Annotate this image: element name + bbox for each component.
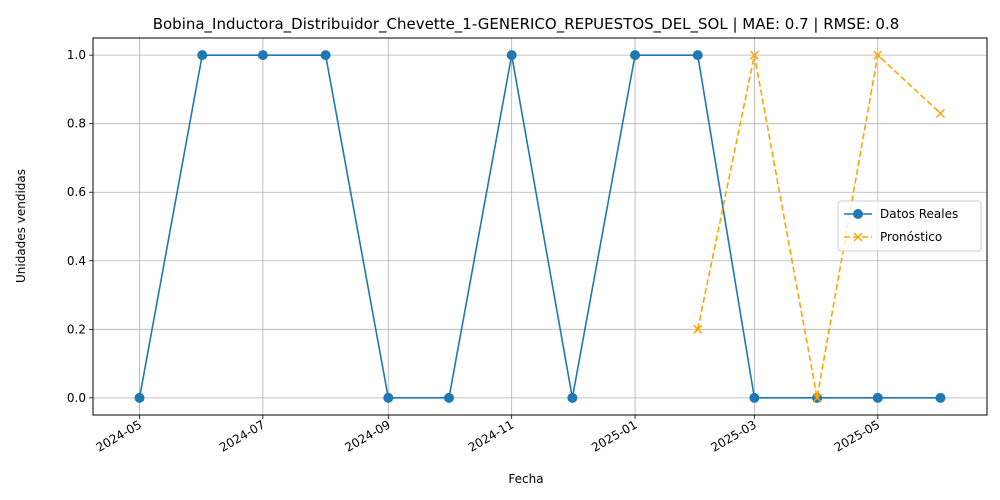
data-point (693, 324, 703, 334)
data-point (873, 50, 883, 60)
series-line (138, 54, 941, 399)
data-point (935, 392, 946, 403)
legend-label: Pronóstico (880, 230, 942, 244)
x-marker-stroke (853, 232, 863, 242)
data-point (134, 392, 145, 403)
x-marker-stroke (749, 50, 759, 60)
y-tick-label: 0.8 (67, 117, 86, 131)
x-marker-stroke (812, 393, 822, 403)
data-point (197, 50, 208, 61)
x-marker-stroke (935, 108, 946, 118)
data-point (320, 50, 331, 61)
data-point (935, 108, 946, 118)
legend: Datos Reales Pronóstico (837, 200, 982, 252)
data-point (872, 392, 883, 403)
data-point (567, 392, 578, 403)
y-tick-label: 0.6 (67, 185, 86, 199)
series-line (696, 53, 942, 399)
data-point (749, 392, 760, 403)
data-point (853, 232, 863, 242)
chart-title: Bobina_Inductora_Distribuidor_Chevette_1… (153, 15, 900, 34)
y-tick-label: 0.4 (67, 254, 86, 268)
x-marker-stroke (873, 50, 883, 60)
x-marker-stroke (693, 324, 703, 334)
y-tick-label: 0.0 (67, 391, 86, 405)
data-point (749, 50, 759, 60)
x-axis-label: Fecha (508, 472, 543, 486)
data-point (506, 50, 517, 61)
y-axis-label: Unidades vendidas (14, 169, 28, 283)
data-point (692, 50, 703, 61)
y-tick-label: 0.2 (67, 322, 86, 336)
plot-frame (92, 37, 988, 416)
y-tick-label: 1.0 (67, 48, 86, 62)
data-point (630, 50, 641, 61)
legend-box (837, 200, 982, 252)
legend-label: Datos Reales (880, 207, 958, 221)
data-point (853, 209, 863, 219)
data-point (812, 393, 822, 403)
data-point (383, 392, 394, 403)
data-point (257, 50, 268, 61)
data-point (443, 392, 454, 403)
series-forecast (693, 50, 946, 403)
